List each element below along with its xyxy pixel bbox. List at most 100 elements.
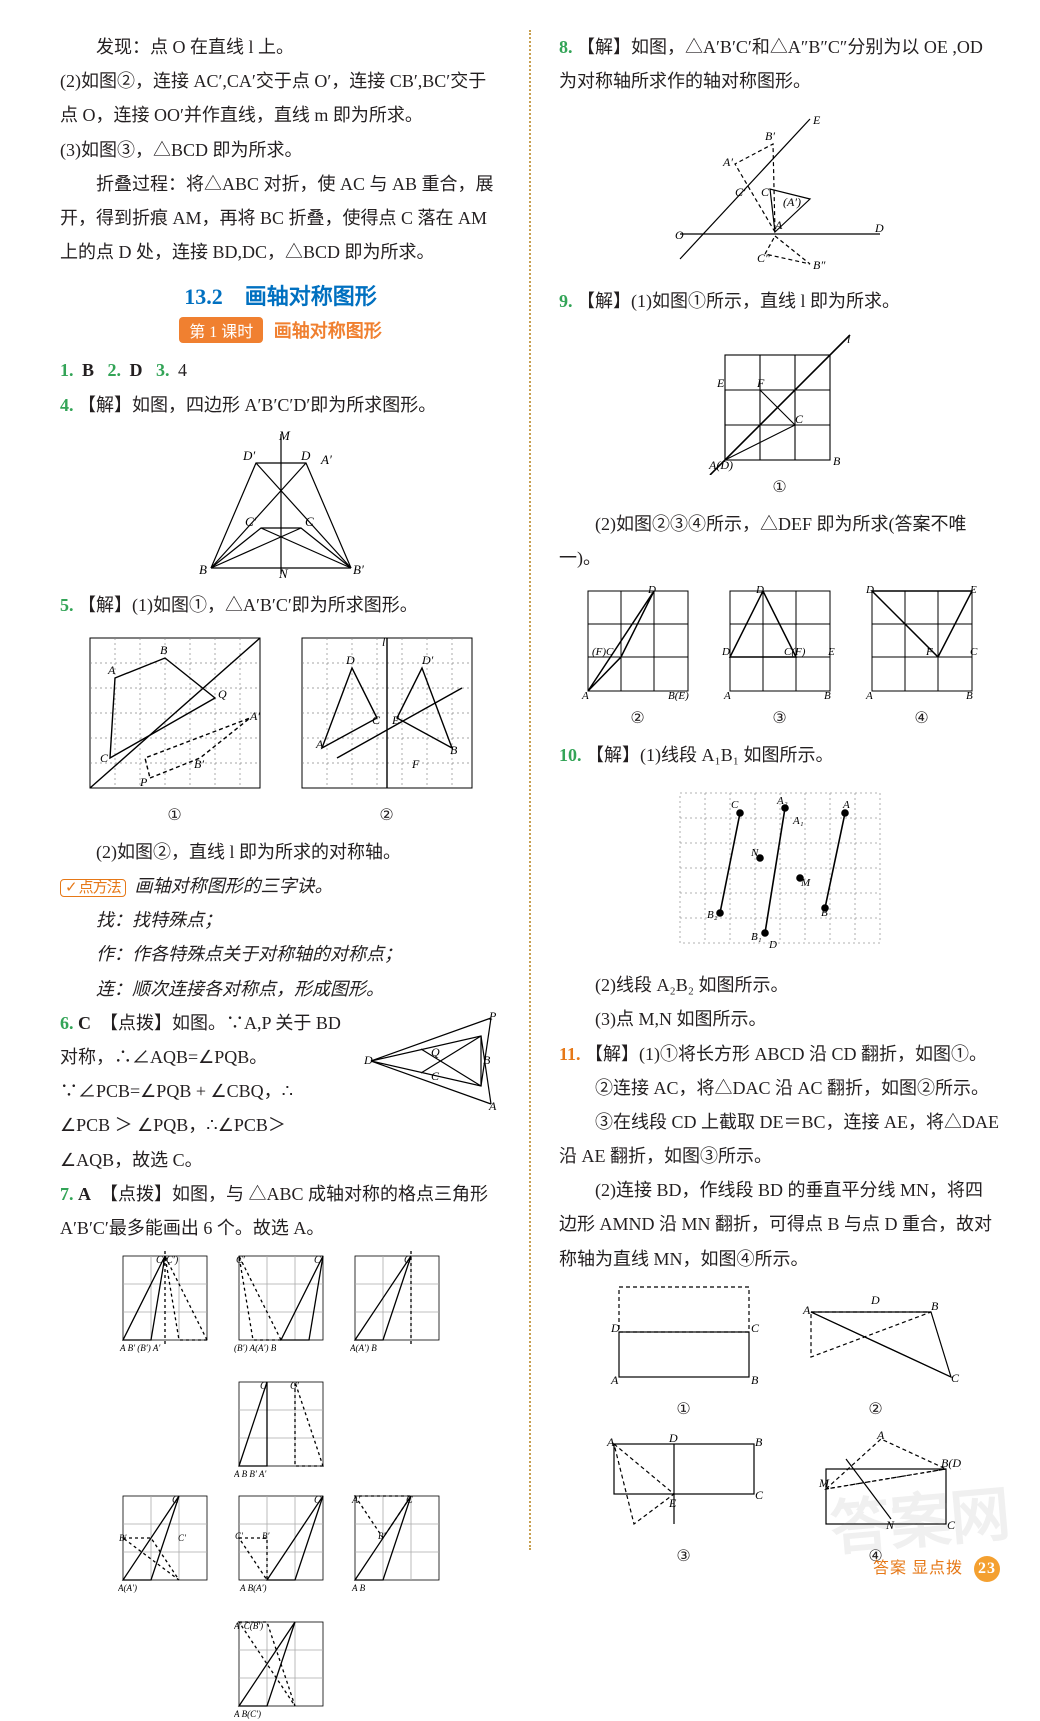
svg-text:M: M: [800, 877, 811, 889]
svg-text:C′: C′: [290, 1381, 300, 1392]
svg-text:D: D: [647, 584, 656, 596]
qnum: 3.: [156, 360, 170, 380]
text: 【解】(1)如图①所示，直线 l 即为所求。: [577, 291, 900, 311]
qnum: 7.: [60, 1184, 74, 1204]
q10c: (3)点 M,N 如图所示。: [559, 1002, 1000, 1036]
svg-text:A: A: [802, 1303, 811, 1317]
footer-text: 答案 显点拨: [873, 1560, 963, 1577]
svg-text:B: B: [450, 743, 458, 757]
caption: ②: [578, 708, 698, 728]
svg-text:A(A′) B: A(A′) B: [350, 1343, 377, 1353]
qnum: 5.: [60, 595, 74, 615]
svg-text:A: A: [488, 1099, 497, 1113]
svg-text:B′: B′: [194, 757, 204, 771]
svg-text:B: B: [821, 907, 828, 919]
svg-text:C: C: [372, 713, 381, 727]
qnum: 6.: [60, 1013, 74, 1033]
svg-text:A(D): A(D): [708, 458, 733, 472]
svg-text:E: E: [969, 584, 977, 596]
svg-text:B: B: [755, 1435, 763, 1449]
svg-text:C: C: [761, 185, 770, 199]
caption: ②: [292, 805, 482, 825]
svg-text:C: C: [970, 646, 978, 658]
svg-text:D: D: [755, 584, 764, 596]
q8: 8. 【解】如图，△A′B′C′和△A″B″C″分别为以 OE ,OD 为对称轴…: [559, 30, 1000, 98]
right-column: 8. 【解】如图，△A′B′C′和△A″B″C″分别为以 OE ,OD 为对称轴…: [559, 30, 1000, 1550]
figure-q6: DP QB CA: [361, 1006, 501, 1116]
text: 【解】如图，△A′B′C′和△A″B″C″分别为以 OE ,OD 为对称轴所求作…: [559, 37, 983, 91]
svg-text:D: D: [610, 1321, 620, 1335]
svg-text:A′ C(B′): A′ C(B′): [234, 1621, 263, 1631]
qnum: 4.: [60, 395, 74, 415]
figure-q8: B′E A′C′ C(A′) AD OC″ B″: [559, 104, 1000, 274]
q11b: ②连接 AC，将△DAC 沿 AC 翻折，如图②所示。: [559, 1071, 1000, 1105]
page-number: 23: [974, 1556, 1000, 1582]
svg-text:l: l: [382, 635, 386, 649]
svg-text:M: M: [278, 428, 291, 443]
figure-q4: M D′DA′ C′C BB′ N: [60, 428, 501, 578]
svg-text:C: C: [305, 514, 314, 529]
svg-text:P: P: [488, 1009, 497, 1023]
page-footer: 答案 显点拨 23: [873, 1554, 1000, 1582]
q11: 11. 【解】(1)①将长方形 ABCD 沿 CD 翻折，如图①。: [559, 1037, 1000, 1071]
svg-text:(F)C: (F)C: [592, 646, 614, 658]
qnum: 9.: [559, 291, 573, 311]
svg-text:B₂: B₂: [707, 909, 718, 921]
caption: ③: [599, 1546, 769, 1566]
svg-text:D: D: [363, 1053, 373, 1067]
answer: 4: [178, 360, 187, 380]
q5: 5. 【解】(1)如图①，△A′B′C′即为所求图形。: [60, 588, 501, 622]
svg-text:B′: B′: [378, 1531, 386, 1541]
svg-text:B′: B′: [353, 562, 364, 577]
tip-line: 找：找特殊点；: [60, 903, 501, 937]
q5b: (2)如图②，直线 l 即为所求的对称轴。: [60, 835, 501, 869]
svg-text:P: P: [139, 775, 148, 789]
svg-text:Q: Q: [431, 1045, 440, 1059]
svg-text:N: N: [885, 1518, 895, 1532]
figure-q7-row2: CB′C′A(A′) CC′B′A B(A′) A′CB′A B A′ C(B′…: [60, 1491, 501, 1721]
svg-text:C(F): C(F): [784, 646, 806, 658]
figure-q10: CA₂A A₁NM B₂B B₁D: [559, 778, 1000, 958]
text: (3)如图③，△BCD 即为所求。: [60, 133, 501, 167]
svg-text:C: C: [947, 1518, 956, 1532]
svg-text:D: D: [865, 584, 874, 596]
svg-text:A B(A′): A B(A′): [239, 1583, 267, 1593]
q6: 6. C 【点拨】如图。∵A,P 关于 BD 对称，∴∠AQB=∠PQB。∵∠P…: [60, 1006, 341, 1177]
svg-text:C: C: [314, 1255, 321, 1266]
left-column: 发现：点 O 在直线 l 上。 (2)如图②，连接 AC′,CA′交于点 O′，…: [60, 30, 501, 1550]
svg-text:A′: A′: [351, 1495, 361, 1506]
svg-text:B: B: [824, 690, 831, 701]
svg-text:C: C: [100, 751, 109, 765]
svg-text:C(C′): C(C′): [156, 1255, 179, 1266]
svg-text:A: A: [842, 799, 850, 811]
answer: C: [78, 1013, 91, 1033]
q7: 7. A 【点拨】如图，与 △ABC 成轴对称的格点三角形 A′B′C′最多能画…: [60, 1177, 501, 1245]
qnum: 11.: [559, 1044, 581, 1064]
column-divider: [529, 30, 531, 1550]
svg-text:E: E: [716, 376, 725, 390]
lesson-badge: 第 1 课时: [179, 317, 263, 343]
svg-text:A B B′ A′: A B B′ A′: [234, 1469, 267, 1479]
figure-q11-row1: DCAB ① DABC ②: [559, 1282, 1000, 1419]
svg-text:E: E: [812, 113, 821, 127]
svg-text:A: A: [610, 1373, 619, 1387]
text: (2)如图②，连接 AC′,CA′交于点 O′，连接 CB′,BC′交于点 O，…: [60, 64, 501, 132]
svg-text:A′: A′: [249, 709, 260, 723]
text: 【解】(1)如图①，△A′B′C′即为所求图形。: [78, 595, 418, 615]
svg-text:A: A: [107, 663, 116, 677]
svg-text:E: E: [391, 713, 400, 727]
figure-q9b: D(F)CAB(E) ② DDEC(F)AB ③ DEFCAB ④: [559, 581, 1000, 728]
svg-text:A: A: [581, 690, 589, 701]
svg-text:C: C: [260, 1381, 267, 1392]
tip-line: 作：作各特殊点关于对称轴的对称点；: [60, 937, 501, 971]
svg-text:B″: B″: [813, 258, 826, 272]
caption: ②: [791, 1399, 961, 1419]
svg-text:F: F: [925, 646, 933, 658]
svg-text:D: D: [870, 1293, 880, 1307]
svg-text:B: B: [199, 562, 207, 577]
svg-text:C: C: [755, 1488, 764, 1502]
caption: ④: [862, 708, 982, 728]
text: 【解】(1)线段 A₁B₁ 如图所示。: [586, 745, 834, 765]
caption: ①: [599, 1399, 769, 1419]
section-title: 13.2 画轴对称图形: [60, 279, 501, 311]
